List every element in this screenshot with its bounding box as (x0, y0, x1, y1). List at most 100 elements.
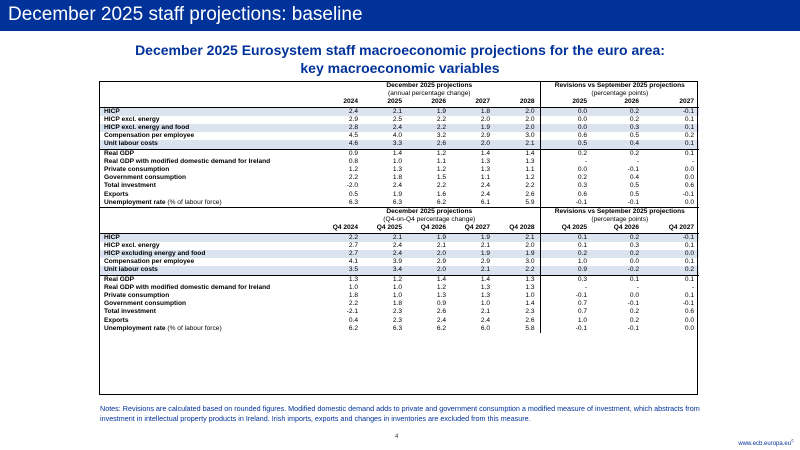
projections-header: December 2025 projections (386, 82, 473, 89)
projection-year-label: Q4 2028 (495, 224, 541, 234)
projection-value: 2.4 (436, 316, 446, 324)
row-label-text: Compensation per employee (104, 132, 195, 140)
revision-value: 0.2 (592, 148, 645, 158)
revision-year-label: 2027 (644, 98, 700, 108)
revision-value: -0.1 (627, 198, 640, 206)
projection-value: 2.9 (436, 258, 446, 266)
revision-year-label: Q4 2025 (539, 224, 593, 234)
projection-value: 1.0 (480, 300, 490, 308)
revision-value: 0.1 (644, 124, 700, 133)
projection-value: 2.0 (495, 107, 541, 116)
row-label-text: Private consumption (104, 292, 170, 300)
projection-value: -2.0 (346, 182, 358, 190)
projection-value: 6.1 (480, 198, 490, 206)
projection-value: 2.4 (392, 241, 402, 249)
revision-value: 0.0 (684, 198, 695, 206)
revision-value: 0.6 (539, 132, 593, 141)
revision-value: 0.2 (539, 250, 593, 259)
projection-value: 1.8 (348, 292, 358, 300)
projection-value: 2.3 (392, 316, 402, 324)
row-label: Private consumption (100, 292, 319, 300)
revision-value: - (636, 157, 640, 165)
projections-table: December 2025 projections Revisions vs Se… (100, 82, 700, 334)
revision-value: - (636, 283, 640, 291)
projection-value: 2.1 (495, 233, 541, 242)
revision-value: 0.1 (592, 274, 645, 284)
projection-value: 1.4 (451, 274, 495, 284)
revision-value: -0.1 (682, 300, 695, 308)
header-blank-cell (100, 82, 319, 90)
projection-value: 2.3 (525, 308, 535, 316)
revision-value: 0.1 (644, 274, 700, 284)
website-link[interactable]: www.ecb.europa.eu (738, 441, 792, 447)
projection-value: 3.3 (363, 140, 407, 150)
row-label: Compensation per employee (100, 258, 319, 266)
revisions-subheader: (percentage points) (539, 216, 700, 225)
revision-value: -0.1 (539, 324, 593, 334)
projection-value: 1.1 (480, 174, 490, 182)
revision-value: 1.0 (539, 258, 593, 267)
projection-value: 2.4 (480, 316, 490, 324)
projection-value: 2.2 (436, 115, 446, 123)
projection-value: 3.5 (319, 266, 363, 276)
row-label: Total investment (100, 308, 319, 316)
table-row: HICP 2.4 2.1 1.9 1.8 2.0 0.0 0.2 -0.1 (100, 107, 700, 116)
projection-value: 1.4 (495, 148, 541, 158)
projection-value: 1.0 (392, 157, 402, 165)
copyright-mark: © (791, 438, 794, 443)
projection-value: 1.3 (319, 274, 363, 284)
projection-value: 1.2 (525, 174, 535, 182)
table-row: Compensation per employee 4.5 4.0 3.2 2.9 3.0… (100, 132, 699, 141)
projection-value: 2.1 (363, 107, 407, 116)
page-number: 4 (395, 434, 399, 440)
row-label-text: HICP (104, 107, 120, 115)
projection-value: 1.1 (436, 157, 446, 165)
website-footer[interactable]: www.ecb.europa.eu© (738, 438, 794, 447)
projection-value: 2.4 (480, 190, 490, 198)
row-label: Government consumption (100, 300, 319, 308)
revision-value: 0.5 (629, 182, 640, 190)
revision-value: - (539, 283, 593, 293)
projection-value: 1.9 (392, 190, 402, 198)
revision-value: 0.9 (539, 266, 593, 276)
row-label: Government consumption (100, 174, 319, 182)
row-label: HICP excl. energy (100, 242, 319, 250)
revision-value: 0.7 (539, 300, 593, 309)
table-row: Total investment -2.0 2.4 2.2 2.4 2.2 0.3 0.5 0.… (100, 182, 699, 191)
revision-value: 0.2 (539, 174, 593, 183)
row-label: Real GDP with modified domestic demand f… (100, 284, 319, 292)
row-label-text: Real GDP (104, 149, 135, 157)
table-row: Real GDP 0.9 1.4 1.2 1.4 1.4 0.2 0.2 0.1 (100, 148, 700, 158)
projection-value: 1.4 (363, 148, 407, 158)
table-heading-line-1: December 2025 Eurosystem staff macroecon… (135, 42, 665, 58)
projection-value: 2.4 (480, 182, 490, 190)
projection-value: 2.2 (319, 233, 363, 242)
projection-value: 1.3 (495, 274, 541, 284)
projection-value: 2.9 (348, 115, 358, 123)
projection-value: 2.1 (436, 241, 446, 249)
revision-value: 0.1 (644, 148, 700, 158)
revision-value: 0.5 (629, 132, 640, 140)
row-label-text: HICP excl. energy (104, 115, 160, 123)
row-label-text: Real GDP (104, 275, 135, 283)
projection-value: 6.2 (436, 324, 446, 332)
row-label: Unemployment rate (% of labour force) (100, 199, 319, 208)
projection-value: 2.6 (436, 308, 446, 316)
projection-value: 1.3 (480, 283, 490, 291)
revision-value: -0.1 (627, 300, 640, 308)
projection-value: 2.2 (407, 124, 451, 133)
row-label-text: Government consumption (104, 174, 187, 182)
table-row: HICP excl. energy 2.7 2.4 2.1 2.1 2.0 0.1 0.3 0.… (100, 241, 699, 251)
projection-value: 1.3 (525, 157, 535, 165)
notes: Notes: Revisions are calculated based on… (100, 404, 700, 423)
projection-value: 2.0 (525, 241, 535, 249)
revision-value: 0.2 (592, 107, 645, 116)
revision-value: 0.5 (539, 140, 593, 150)
projection-value: 1.8 (392, 174, 402, 182)
projection-year-label: 2025 (363, 98, 407, 108)
projection-value: 2.0 (451, 140, 495, 150)
table-row: Real GDP with modified domestic demand f… (100, 157, 699, 167)
revision-value: 0.6 (684, 182, 695, 190)
row-label-text: HICP excl. energy and food (104, 124, 190, 132)
projections-subheader: (Q4-on-Q4 percentage change) (383, 216, 476, 224)
